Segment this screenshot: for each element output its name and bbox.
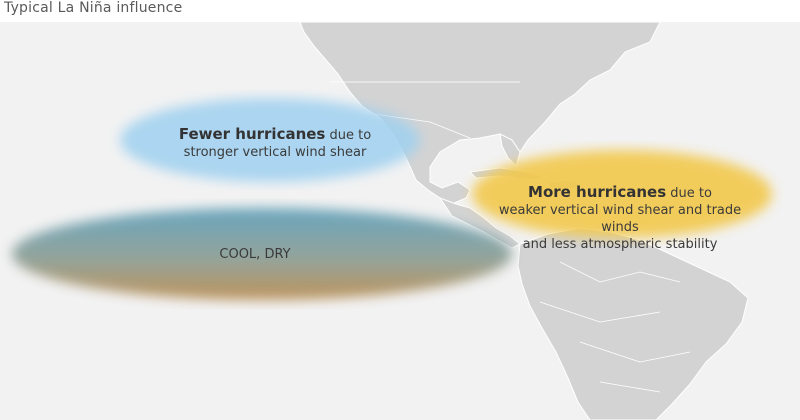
more-hurricanes-region (472, 150, 772, 238)
fewer-hurricanes-label: Fewer hurricanes due to stronger vertica… (150, 126, 400, 161)
cool-dry-region (12, 208, 512, 300)
fewer-hurricanes-reason: stronger vertical wind shear (183, 145, 367, 160)
map-title: Typical La Niña influence (4, 0, 183, 16)
more-hurricanes-heading: More hurricanes (528, 183, 667, 201)
more-hurricanes-reason-1: weaker vertical wind shear and trade win… (498, 203, 742, 235)
map-canvas: Fewer hurricanes due to stronger vertica… (0, 22, 800, 420)
north-america-landmass (299, 22, 661, 205)
more-hurricanes-tail: due to (666, 186, 712, 201)
map-svg (12, 22, 772, 420)
fewer-hurricanes-heading: Fewer hurricanes (178, 125, 326, 143)
south-america-landmass (517, 227, 749, 420)
fewer-hurricanes-tail: due to (325, 128, 372, 143)
more-hurricanes-reason-2: and less atmospheric stability (522, 237, 718, 252)
fewer-hurricanes-region (120, 98, 420, 182)
more-hurricanes-label: More hurricanes due to weaker vertical w… (480, 184, 760, 253)
cool-dry-label: COOL, DRY (219, 247, 291, 262)
